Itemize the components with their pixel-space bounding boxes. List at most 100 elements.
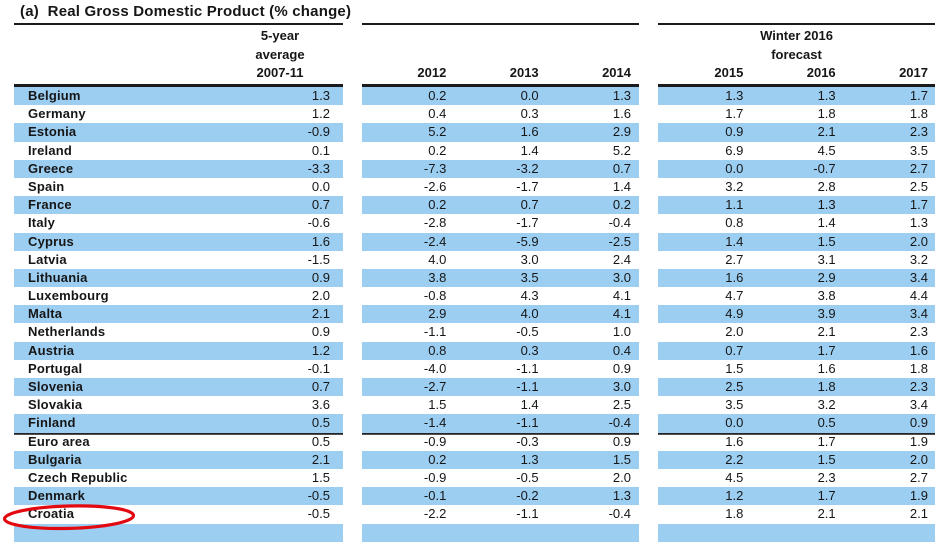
row-segment: 3.8 3.5 3.0 [362, 268, 639, 288]
value-cell: -2.8 [423, 215, 447, 231]
value-cell: 1.3 [612, 88, 631, 103]
row-segment [362, 523, 639, 542]
value-cell: 1.3 [612, 488, 631, 504]
row-segment [343, 178, 362, 196]
row-segment [343, 160, 362, 178]
table-row: Estonia -0.9 5.2 1.6 2.9 0.9 2.1 2.3 [14, 123, 935, 142]
row-segment: Slovakia 3.6 [14, 396, 343, 414]
value-cell: 1.6 [612, 106, 631, 122]
value-cell: 2.3 [817, 469, 836, 485]
table-body: Belgium 1.3 0.2 0.0 1.3 1.3 1.3 1.7 Germany 1.2 0.… [14, 87, 935, 542]
value-cell: 1.0 [612, 324, 631, 340]
row-segment: 6.9 4.5 3.5 [658, 142, 935, 160]
table-row: Luxembourg 2.0 -0.8 4.3 4.1 4.7 3.8 4.4 [14, 287, 935, 305]
value-cell: 1.7 [909, 197, 928, 213]
country-label: Czech Republic [28, 469, 128, 485]
table-row: Slovenia 0.7 -2.7 -1.1 3.0 2.5 1.8 2.3 [14, 378, 935, 397]
value-cell: 1.3 [725, 88, 744, 103]
value-cell: 4.4 [909, 288, 928, 304]
value-cell: -1.7 [516, 215, 539, 231]
value-cell: 2.1 [817, 506, 836, 522]
row-segment: 0.8 0.3 0.4 [362, 341, 639, 360]
row-segment: 0.0 -0.7 2.7 [658, 159, 935, 178]
row-segment: -2.6 -1.7 1.4 [362, 178, 639, 196]
row-segment [639, 469, 658, 487]
value-cell: -4.0 [423, 360, 447, 376]
row-segment: Estonia -0.9 [14, 123, 343, 142]
avg-header-line: 2007-11 [256, 65, 304, 80]
row-segment [639, 178, 658, 196]
row-segment: Belgium 1.3 [14, 87, 343, 106]
value-cell: 0.7 [311, 379, 330, 394]
value-cell: 3.5 [909, 142, 928, 158]
row-segment: Italy -0.6 [14, 214, 343, 232]
value-cell: 1.3 [311, 88, 330, 103]
country-label: Bulgaria [28, 451, 82, 467]
row-segment [343, 378, 362, 396]
row-segment: Slovenia 0.7 [14, 378, 343, 397]
value-cell: 2.3 [909, 379, 928, 394]
value-cell: 4.5 [725, 469, 744, 485]
value-cell: 1.8 [909, 360, 928, 376]
row-segment [639, 414, 658, 432]
value-cell: 2.0 [311, 288, 330, 304]
value-cell: 0.5 [817, 415, 836, 431]
row-segment: Luxembourg 2.0 [14, 287, 343, 305]
country-label: Portugal [28, 360, 83, 376]
year-header: 2015 [714, 65, 744, 80]
row-segment [639, 342, 658, 360]
row-segment: -4.0 -1.1 0.9 [362, 360, 639, 378]
value-cell: 6.9 [725, 142, 744, 158]
row-segment: 1.4 1.5 2.0 [658, 232, 935, 251]
row-segment: -0.1 -0.2 1.3 [362, 487, 639, 506]
country-label: Italy [28, 215, 56, 231]
value-cell: 2.9 [817, 269, 836, 285]
value-cell: 0.9 [311, 269, 330, 285]
row-segment: Spain 0.0 [14, 178, 343, 196]
value-cell: 3.4 [909, 269, 928, 285]
value-cell: 3.1 [817, 251, 836, 267]
row-segment [639, 123, 658, 141]
value-cell: 4.0 [428, 251, 447, 267]
avg-column-header: 5-year average 2007-11 [200, 27, 360, 83]
value-cell: 1.3 [909, 215, 928, 231]
value-cell: 1.6 [725, 269, 744, 285]
value-cell: 2.7 [909, 160, 928, 176]
row-segment [639, 269, 658, 287]
value-cell: 4.7 [725, 288, 744, 304]
country-label: Denmark [28, 488, 86, 504]
value-cell: 1.3 [520, 451, 539, 467]
value-cell: -1.1 [516, 415, 539, 431]
avg-header-line: average [255, 46, 305, 62]
row-segment: Ireland 0.1 [14, 142, 343, 160]
row-segment [343, 487, 362, 505]
row-segment: 5.2 1.6 2.9 [362, 123, 639, 142]
value-cell: -0.5 [516, 324, 539, 340]
value-cell: 0.5 [311, 415, 330, 431]
country-label: Germany [28, 106, 86, 122]
row-segment: 0.2 0.7 0.2 [362, 196, 639, 215]
row-segment [639, 196, 658, 214]
value-cell: 1.7 [909, 88, 928, 103]
value-cell: 0.9 [909, 415, 928, 431]
row-segment: -2.8 -1.7 -0.4 [362, 214, 639, 232]
value-cell: 2.1 [909, 506, 928, 522]
value-cell: 4.1 [612, 306, 631, 322]
value-cell: 5.2 [428, 124, 447, 140]
year-headers-history: 2012 2013 2014 [362, 63, 639, 83]
value-cell: 3.9 [817, 306, 836, 322]
value-cell: 0.9 [725, 124, 744, 140]
value-cell: 0.9 [612, 433, 631, 449]
row-segment: -0.8 4.3 4.1 [362, 287, 639, 305]
value-cell: 4.3 [520, 288, 539, 304]
year-header: 2012 [417, 65, 447, 80]
row-segment: 0.2 1.3 1.5 [362, 450, 639, 469]
row-segment: 2.0 2.1 2.3 [658, 323, 935, 341]
value-cell: 2.5 [725, 379, 744, 394]
value-cell: 2.7 [909, 469, 928, 485]
title-underline-segment [362, 23, 639, 25]
value-cell: 1.8 [725, 506, 744, 522]
value-cell: 2.1 [311, 451, 330, 467]
row-segment [639, 360, 658, 378]
value-cell: 0.7 [311, 197, 330, 213]
